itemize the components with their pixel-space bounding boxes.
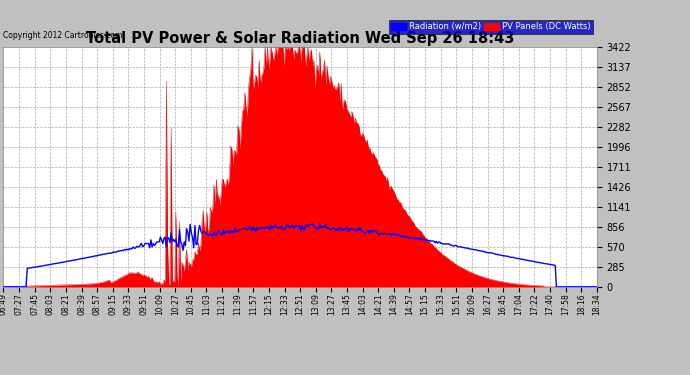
Title: Total PV Power & Solar Radiation Wed Sep 26 18:43: Total PV Power & Solar Radiation Wed Sep… [86,31,514,46]
Legend: Radiation (w/m2), PV Panels (DC Watts): Radiation (w/m2), PV Panels (DC Watts) [388,20,593,34]
Text: Copyright 2012 Cartronics.com: Copyright 2012 Cartronics.com [3,30,123,39]
